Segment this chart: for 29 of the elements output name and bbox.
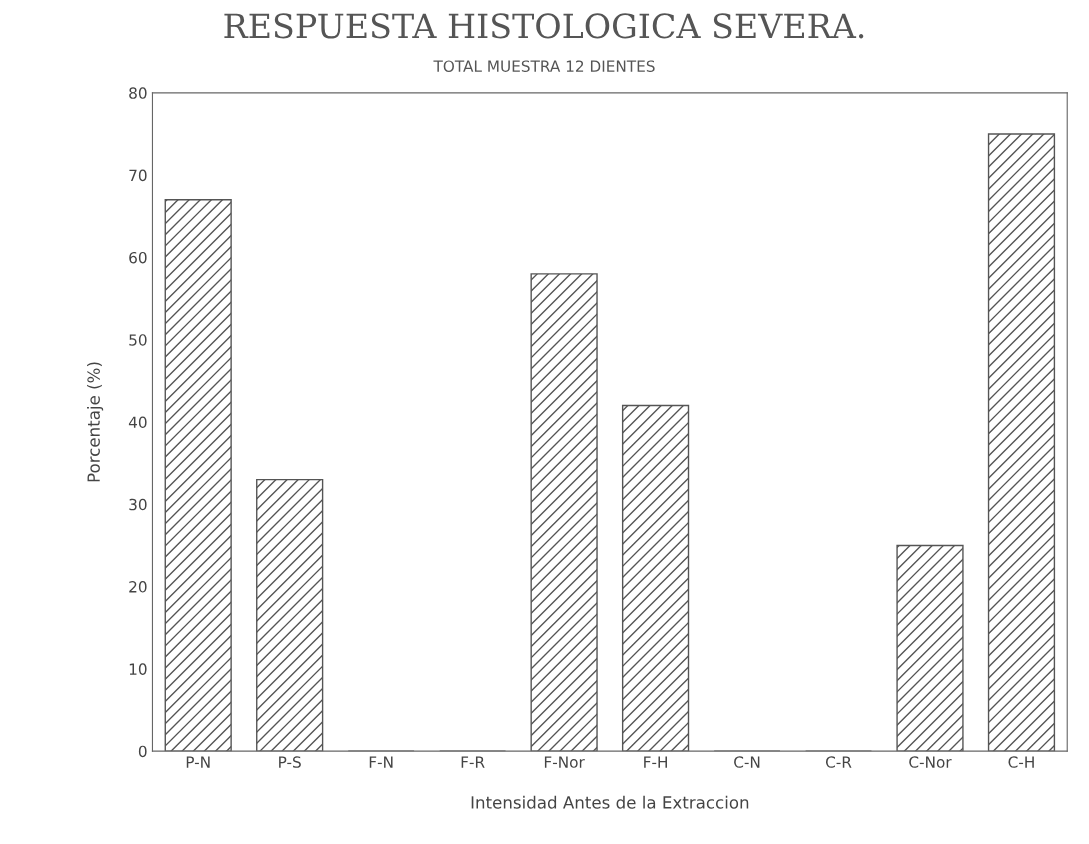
x-tick-label: F-H xyxy=(644,756,667,768)
bar xyxy=(530,273,598,752)
y-tick-label: 40 xyxy=(128,416,147,429)
y-tick-label: 30 xyxy=(129,498,147,511)
x-tick-label: P-S xyxy=(279,756,301,768)
x-tick-label: F-R xyxy=(461,756,485,768)
bar xyxy=(987,133,1056,752)
bar xyxy=(164,199,232,752)
x-tick-label: C-N xyxy=(734,756,760,768)
x-tick-label: F-N xyxy=(369,756,393,768)
y-tick-label: 80 xyxy=(129,87,147,99)
y-tick-label: 50 xyxy=(129,334,147,346)
y-axis-title: Porcentaje (%) xyxy=(87,362,104,482)
bar xyxy=(896,544,964,752)
x-tick-label: C-Nor xyxy=(909,756,952,768)
chart-subtitle: TOTAL MUESTRA 12 DIENTES xyxy=(433,60,655,72)
x-tick-label: C-H xyxy=(1008,756,1034,768)
x-axis-title: Intensidad Antes de la Extraccion xyxy=(471,795,749,809)
y-tick-label: 20 xyxy=(129,581,147,593)
bar xyxy=(256,478,324,752)
x-tick-label: F-Nor xyxy=(544,756,585,768)
y-tick-label: 10 xyxy=(129,663,147,675)
x-tick-label: C-R xyxy=(825,756,852,768)
x-tick-label: P-N xyxy=(186,756,210,768)
chart-title: RESPUESTA HISTOLOGICA SEVERA. xyxy=(224,13,864,39)
y-tick-label: 60 xyxy=(129,251,147,264)
bar xyxy=(621,404,690,752)
y-tick-label: 0 xyxy=(138,745,147,758)
y-tick-label: 70 xyxy=(129,169,147,182)
